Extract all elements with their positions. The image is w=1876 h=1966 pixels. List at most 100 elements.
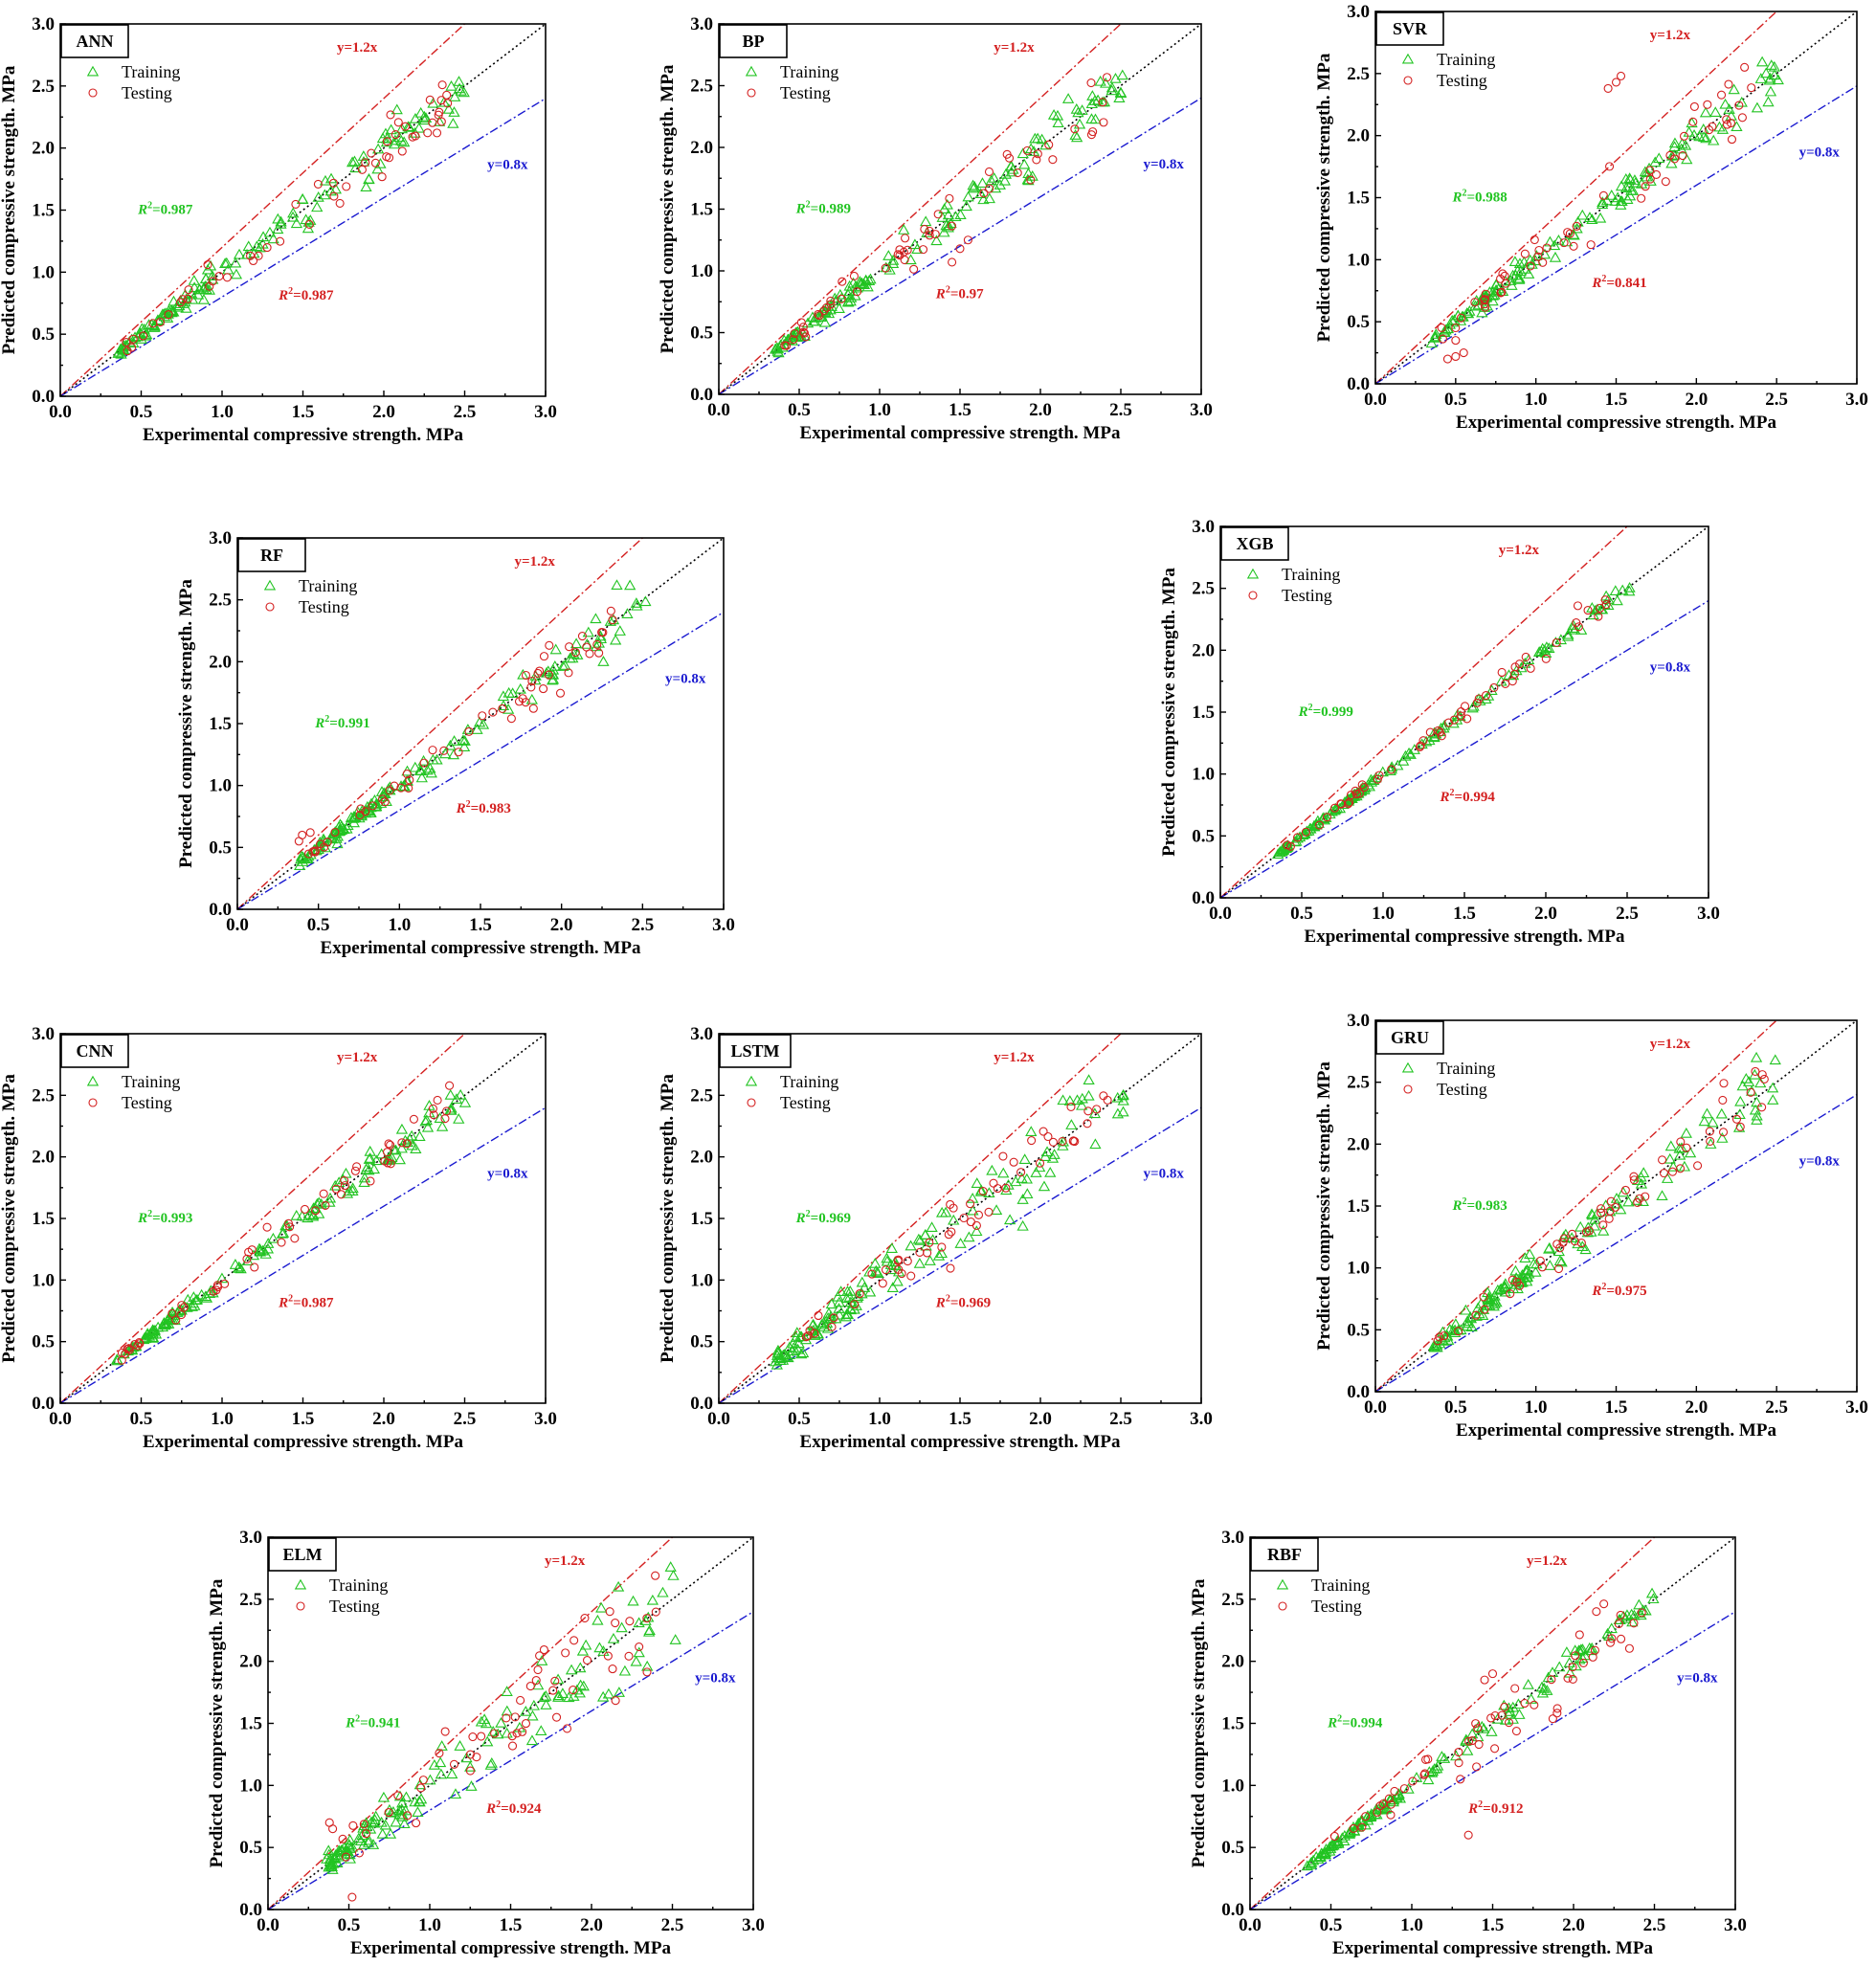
testing-point — [1605, 162, 1615, 171]
testing-point — [506, 714, 516, 724]
testing-point — [361, 158, 370, 168]
training-point — [444, 1088, 457, 1100]
y-tick-label: 2.0 — [690, 138, 713, 158]
training-point — [1541, 1685, 1553, 1695]
line-y-1-2x — [1250, 1537, 1656, 1910]
training-point — [332, 1850, 345, 1862]
testing-point — [1578, 1658, 1588, 1667]
testing-point — [440, 1727, 450, 1736]
x-tick-label: 2.0 — [1029, 1409, 1052, 1429]
line-y-0-8x — [237, 612, 724, 909]
training-point — [1511, 264, 1524, 276]
training-point — [1018, 158, 1031, 169]
testing-point — [1542, 243, 1552, 253]
testing-point — [1675, 1164, 1686, 1173]
training-point — [1425, 1767, 1439, 1777]
testing-point — [323, 838, 332, 847]
x-tick-label: 0.0 — [1239, 1915, 1262, 1935]
training-point — [908, 238, 922, 250]
training-point — [1370, 771, 1382, 783]
legend-training-marker — [1276, 1578, 1289, 1590]
x-tick-label: 1.5 — [949, 1409, 972, 1429]
training-point — [777, 1349, 790, 1360]
testing-point — [801, 332, 811, 342]
training-point — [1010, 1175, 1022, 1187]
testing-point — [498, 704, 507, 713]
chart-panel-rbf: 0.00.0 0.5 0.5 1.0 1.0 1.5 1.5 2.0 2.0 2.5 2.5 3.0 3… — [1189, 1528, 1747, 1958]
training-point — [1100, 77, 1112, 88]
testing-point — [893, 250, 903, 259]
panel-label: GRU — [1391, 1028, 1429, 1047]
training-point — [144, 1328, 157, 1339]
testing-point — [222, 273, 232, 282]
testing-point — [338, 1834, 347, 1843]
testing-point — [1480, 300, 1489, 309]
training-point — [1684, 1147, 1697, 1158]
testing-point — [903, 245, 912, 255]
training-point — [1392, 759, 1404, 771]
testing-point — [1451, 351, 1461, 362]
training-point — [1519, 657, 1531, 668]
training-point — [1482, 690, 1495, 701]
training-point — [1622, 1195, 1635, 1207]
training-point — [230, 268, 243, 279]
testing-point — [651, 1571, 660, 1580]
training-point — [413, 1130, 426, 1141]
training-point — [1282, 839, 1294, 851]
training-point — [977, 193, 990, 205]
testing-point — [1598, 1220, 1608, 1230]
r2-training: R2=0.993 — [137, 1209, 192, 1226]
testing-point — [336, 1190, 346, 1199]
training-point — [389, 134, 401, 145]
testing-point — [1102, 73, 1112, 82]
training-point — [371, 143, 385, 154]
testing-point — [1423, 1754, 1433, 1764]
training-point — [261, 1242, 275, 1254]
testing-point — [340, 1175, 349, 1185]
y-tick-label: 1.5 — [239, 1714, 262, 1734]
r2-testing: R2=0.987 — [278, 286, 334, 303]
training-point — [207, 273, 219, 284]
testing-point — [1596, 603, 1605, 613]
testing-point — [391, 129, 400, 140]
testing-point — [1048, 1137, 1058, 1147]
legend-testing-marker — [1403, 1084, 1413, 1094]
testing-point — [1705, 1127, 1714, 1136]
training-point — [542, 665, 554, 676]
training-point — [1665, 149, 1679, 161]
testing-point — [1682, 1143, 1691, 1152]
testing-point — [525, 1682, 535, 1691]
testing-point — [1757, 1070, 1767, 1080]
testing-point — [377, 172, 387, 182]
training-point — [886, 257, 900, 268]
training-point — [579, 1639, 592, 1650]
testing-point — [1678, 151, 1687, 161]
testing-point — [377, 794, 388, 804]
training-point — [1114, 86, 1128, 98]
testing-point — [347, 1892, 357, 1902]
training-point — [1438, 1753, 1451, 1763]
y-tick-label: 2.5 — [690, 1085, 713, 1106]
training-point — [1755, 56, 1769, 67]
chart-panel-xgb: 0.00.0 0.5 0.5 1.0 1.0 1.5 1.5 2.0 2.0 2.5 2.5 3.0 3… — [1159, 517, 1720, 947]
testing-point — [1033, 149, 1042, 159]
testing-point — [993, 1184, 1002, 1194]
line-y-0-8x — [1250, 1611, 1735, 1910]
training-point — [843, 279, 856, 291]
testing-point — [947, 1227, 956, 1237]
testing-point — [1706, 1136, 1715, 1146]
testing-point — [1066, 1102, 1076, 1111]
chart-panel-bp: 0.00.0 0.5 0.5 1.0 1.0 1.5 1.5 2.0 2.0 2.5 2.5 3.0 3… — [658, 14, 1213, 443]
y-tick-label: 1.5 — [1192, 703, 1215, 723]
training-point — [852, 1290, 864, 1301]
training-point — [409, 761, 421, 772]
panel-label-box — [719, 1034, 792, 1068]
training-point — [1503, 1702, 1515, 1713]
testing-point — [1086, 78, 1096, 88]
y-tick-label: 2.5 — [32, 1085, 55, 1106]
testing-point — [1616, 1610, 1625, 1620]
y-tick-label: 0.0 — [32, 1394, 55, 1414]
testing-point — [359, 1820, 368, 1829]
x-axis-title: Experimental compressive strength. MPa — [1332, 1938, 1653, 1958]
legend-testing-label: Testing — [1282, 586, 1332, 605]
